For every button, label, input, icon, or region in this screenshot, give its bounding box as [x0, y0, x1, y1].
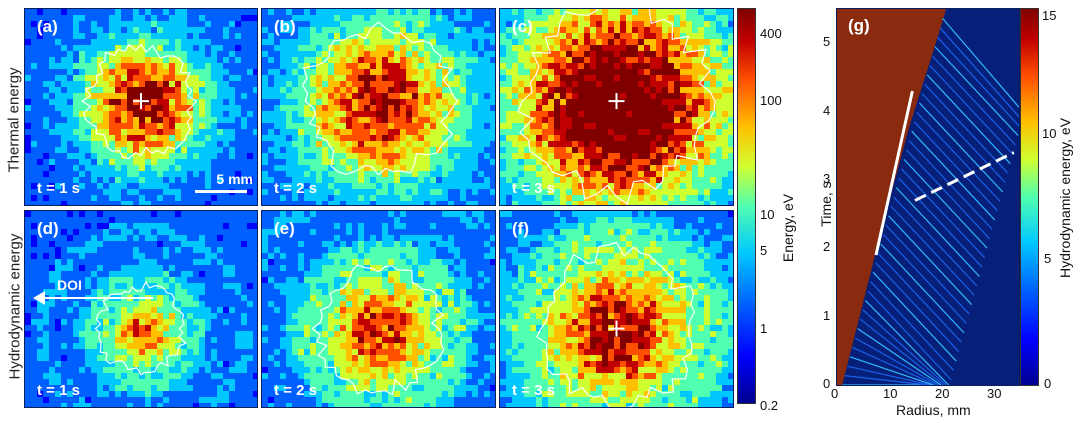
g-ytick: 2: [823, 239, 831, 255]
cb-tick-0-2: 0.2: [760, 398, 779, 413]
streak-line: [893, 196, 978, 287]
panel-label-b: (b): [274, 17, 296, 36]
streak-line: [918, 102, 1004, 193]
energy-colorbar: [737, 8, 756, 404]
panel-a: (a) t = 1 s 5 mm: [24, 8, 258, 206]
g-ytick: 3: [823, 170, 831, 186]
time-label-a: t = 1 s: [37, 180, 80, 197]
panel-c: (c) t = 3 s: [499, 8, 734, 206]
panel-g-label: (g): [848, 16, 870, 35]
streak-line: [895, 187, 980, 277]
streak-line: [936, 36, 1019, 127]
row-label-hydro: Hydrodynamic energy: [6, 233, 24, 380]
streak-line: [849, 356, 934, 385]
streak-line: [924, 83, 1009, 174]
streak-line: [913, 121, 998, 212]
time-label-f: t = 3 s: [512, 382, 555, 399]
g-xtick: 0: [831, 386, 839, 401]
streak-line: [844, 375, 929, 385]
streak-line: [888, 215, 973, 306]
streak-line: [926, 74, 1011, 165]
doi-label: DOI: [57, 277, 82, 293]
hcb-tick-15: 15: [1042, 8, 1057, 23]
solid-annotation-line: [874, 90, 914, 256]
streak-line: [882, 234, 968, 324]
hydro-colorbar-title: Hydrodynamic energy, eV: [1057, 117, 1073, 278]
streak-line: [857, 328, 942, 385]
streak-line: [898, 177, 983, 268]
panel-label-a: (a): [37, 17, 58, 36]
panel-label-e: (e): [274, 219, 295, 238]
streak-line: [903, 158, 988, 249]
cb-tick-10: 10: [760, 207, 775, 222]
g-ytick: 4: [823, 102, 831, 118]
streak-line: [847, 365, 931, 385]
g-xlabel: Radius, mm: [896, 402, 971, 418]
row-label-thermal: Thermal energy: [5, 67, 23, 173]
streak-line: [911, 130, 996, 221]
g-xtick: 20: [935, 386, 950, 401]
panel-label-c: (c): [512, 17, 533, 36]
streak-line: [854, 337, 939, 385]
panel-f: (f) t = 3 s: [499, 210, 734, 408]
panel-d: (d) t = 1 s DOI: [24, 210, 258, 408]
time-label-c: t = 3 s: [512, 180, 555, 197]
cb-tick-5: 5: [760, 243, 768, 258]
streak-line: [916, 111, 1001, 202]
hcb-tick-10: 10: [1042, 126, 1057, 141]
hcb-tick-0: 0: [1044, 376, 1052, 391]
panel-e: (e) t = 2 s: [261, 210, 496, 408]
streak-line: [872, 271, 957, 362]
streak-line: [906, 149, 991, 240]
streak-line: [931, 55, 1016, 146]
streak-line: [877, 252, 962, 343]
streak-line: [859, 318, 944, 385]
streak-line: [939, 27, 1019, 118]
hcb-tick-5: 5: [1044, 251, 1052, 266]
time-label-b: t = 2 s: [274, 180, 317, 197]
g-ytick: 0: [823, 376, 831, 391]
streak-line: [862, 309, 947, 385]
streak-line: [885, 224, 970, 315]
time-label-e: t = 2 s: [274, 382, 317, 399]
panel-label-d: (d): [37, 219, 59, 238]
panel-g-heatmap: [836, 8, 1020, 386]
streak-line: [852, 346, 936, 385]
scale-bar-label: 5 mm: [216, 171, 253, 187]
streak-line: [908, 140, 993, 230]
panel-label-f: (f): [512, 219, 529, 238]
streak-line: [942, 18, 1019, 108]
energy-colorbar-title: Energy, eV: [780, 193, 796, 263]
streak-line: [934, 46, 1019, 136]
g-xtick: 30: [987, 386, 1002, 401]
streak-line: [900, 168, 986, 259]
hydro-colorbar: [1020, 8, 1039, 386]
streak-line: [867, 290, 952, 381]
panel-b: (b) t = 2 s: [261, 8, 496, 206]
g-ylabel: Time, s: [818, 181, 834, 227]
doi-arrow: [43, 297, 153, 299]
dashed-annotation-line: [914, 151, 1015, 202]
g-ytick: 1: [823, 307, 831, 323]
g-xtick: 10: [883, 386, 898, 401]
cb-tick-100: 100: [760, 93, 782, 108]
streak-line: [875, 262, 960, 353]
streak-line: [864, 299, 949, 385]
scale-bar: [195, 190, 247, 193]
streak-line: [921, 93, 1006, 183]
streak-line: [929, 64, 1014, 155]
streak-line: [870, 281, 955, 371]
time-label-d: t = 1 s: [37, 382, 80, 399]
g-ytick: 5: [823, 34, 831, 50]
streak-line: [890, 205, 975, 296]
cb-tick-1: 1: [760, 321, 768, 336]
streak-line: [880, 243, 965, 334]
doi-arrowhead: [33, 291, 45, 305]
cb-tick-400: 400: [760, 26, 782, 41]
